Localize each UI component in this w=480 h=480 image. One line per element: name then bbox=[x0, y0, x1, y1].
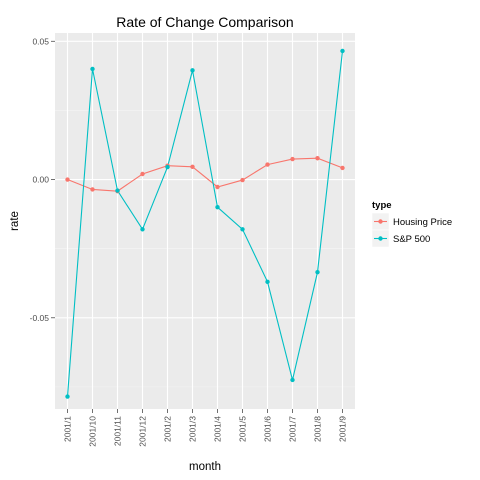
y-tick-label-0: -0.05 bbox=[30, 313, 50, 323]
legend-title: type bbox=[372, 200, 392, 211]
x-tick-label-11: 2001/9 bbox=[338, 416, 348, 442]
x-tick-label-8: 2001/6 bbox=[263, 416, 273, 442]
x-tick-label-2: 2001/11 bbox=[113, 416, 123, 446]
series-1-point-2 bbox=[115, 188, 120, 193]
series-1-point-8 bbox=[265, 279, 270, 285]
x-tick-label-5: 2001/3 bbox=[188, 416, 198, 442]
y-tick-label-2: 0.05 bbox=[32, 36, 49, 46]
series-0-point-10 bbox=[315, 156, 320, 161]
series-line-1 bbox=[66, 50, 344, 397]
series-0-point-3 bbox=[140, 171, 145, 177]
y-axis-title: rate bbox=[9, 211, 21, 231]
series-0-point-11 bbox=[340, 165, 345, 171]
x-tick-label-1: 2001/10 bbox=[88, 416, 98, 447]
series-0-point-0 bbox=[65, 177, 70, 182]
legend-key-point-0 bbox=[378, 219, 383, 224]
x-tick-label-0: 2001/1 bbox=[63, 416, 73, 442]
series-0-point-6 bbox=[215, 184, 220, 190]
series-1-point-9 bbox=[290, 377, 295, 383]
series-line-0 bbox=[67, 157, 343, 192]
series-1-point-7 bbox=[240, 227, 245, 232]
y-axis-ticks: -0.05 0.00 0.05 bbox=[30, 36, 55, 323]
series-0-point-7 bbox=[240, 177, 245, 183]
x-tick-label-9: 2001/7 bbox=[288, 416, 298, 442]
series-0-point-9 bbox=[290, 156, 295, 162]
x-tick-label-6: 2001/4 bbox=[213, 416, 223, 442]
series-1-point-0 bbox=[65, 394, 70, 399]
x-axis-ticks: 2001/1 2001/10 2001/11 2001/12 2001/2 2001/3 2… bbox=[63, 409, 348, 447]
x-tick-label-10: 2001/8 bbox=[313, 416, 323, 442]
x-tick-label-4: 2001/2 bbox=[163, 416, 173, 442]
legend-key-point-1 bbox=[378, 236, 383, 241]
series-layer bbox=[65, 48, 345, 399]
x-tick-label-7: 2001/5 bbox=[238, 416, 248, 442]
series-1-point-4 bbox=[165, 164, 170, 170]
series-1-point-6 bbox=[215, 204, 220, 210]
legend: type Housing Price S&P 500 bbox=[371, 200, 452, 248]
series-1-point-1 bbox=[90, 66, 95, 72]
series-1-point-3 bbox=[140, 227, 145, 232]
series-1-point-11 bbox=[340, 48, 345, 54]
major-grid bbox=[55, 33, 355, 409]
x-tick-label-3: 2001/12 bbox=[138, 416, 148, 447]
series-1-point-5 bbox=[190, 68, 195, 73]
chart-title: Rate of Change Comparison bbox=[116, 14, 293, 30]
series-1-point-10 bbox=[315, 269, 320, 275]
series-0-point-8 bbox=[265, 162, 270, 167]
series-0-point-1 bbox=[90, 187, 95, 192]
legend-label-1: S&P 500 bbox=[393, 234, 430, 245]
minor-grid bbox=[55, 110, 355, 388]
legend-label-0: Housing Price bbox=[393, 217, 452, 228]
x-axis-title: month bbox=[189, 461, 221, 473]
y-tick-label-1: 0.00 bbox=[32, 175, 49, 185]
series-0-point-5 bbox=[190, 164, 195, 170]
plot-panel bbox=[55, 33, 355, 409]
